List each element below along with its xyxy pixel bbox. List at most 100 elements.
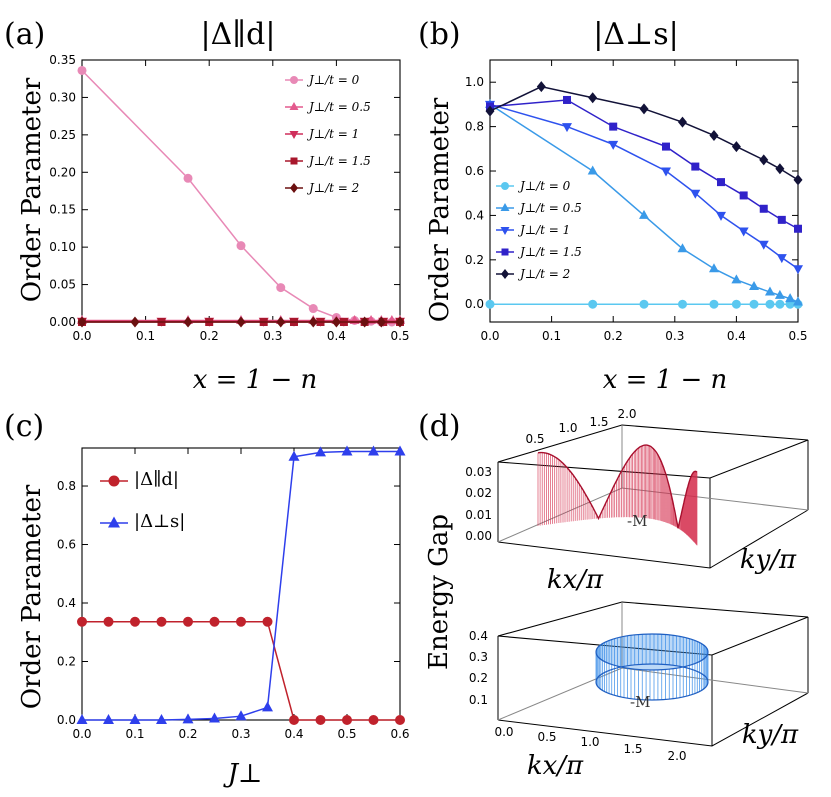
panel-label-d: (d) bbox=[418, 409, 461, 444]
panel-label-a: (a) bbox=[4, 17, 45, 52]
bottom-kx-label: kx/π bbox=[527, 751, 584, 781]
chart-c-ytick-label: 0.6 bbox=[57, 538, 76, 552]
gap-surface-top-edge bbox=[537, 444, 698, 529]
chart-c-xtick-label: 0.0 bbox=[72, 727, 91, 741]
chart-b-series-3-point bbox=[609, 122, 618, 131]
top-z-tick-1: 0.02 bbox=[465, 486, 492, 500]
chart-a-legend-1-label: J⊥/t = 0.5 bbox=[306, 100, 371, 114]
chart-a-series-0-point bbox=[308, 304, 318, 314]
chart-c-series-1-point bbox=[156, 714, 167, 724]
top-M-label: -M bbox=[627, 512, 647, 530]
bottom-z-tick-0: 0.4 bbox=[469, 629, 488, 643]
bottom-z-tick-2: 0.2 bbox=[469, 671, 488, 685]
chart-a-series-4-point bbox=[308, 316, 318, 328]
chart-b-title: |Δ⊥s| bbox=[593, 17, 679, 52]
chart-c-ytick-label: 0.8 bbox=[57, 479, 76, 493]
chart-a-ytick-label: 0.00 bbox=[49, 315, 76, 329]
chart-d: -M 0.5 1.0 1.5 2.0 0.03 0.02 0.01 0.00 k… bbox=[465, 407, 809, 781]
chart-c-xlabel: J⊥ bbox=[223, 759, 263, 789]
chart-b-ytick-label: 1.0 bbox=[465, 75, 484, 89]
chart-b-series-1-point bbox=[677, 243, 688, 253]
chart-a-legend-0-label: J⊥/t = 0 bbox=[306, 73, 360, 87]
chart-b-legend-2-label: J⊥/t = 1 bbox=[517, 223, 570, 237]
chart-b-legend-0-label: J⊥/t = 0 bbox=[517, 179, 571, 193]
chart-a-ytick-label: 0.30 bbox=[49, 90, 76, 104]
chart-a-series-0-point bbox=[276, 283, 286, 293]
chart-b-series-4-point bbox=[709, 129, 719, 141]
chart-a-legend-3-marker bbox=[290, 157, 298, 165]
chart-b-ytick-label: 0.0 bbox=[465, 297, 484, 311]
bottom-M-label: -M bbox=[630, 693, 650, 711]
chart-a-series-4-point bbox=[236, 316, 246, 328]
chart-b-series-1-point bbox=[749, 280, 760, 290]
gap-surface-bottom-hatch bbox=[595, 634, 709, 700]
chart-b-series-2-point bbox=[758, 240, 769, 250]
chart-c-legend-0-marker bbox=[108, 475, 120, 487]
chart-c-series-1-point bbox=[76, 714, 88, 724]
chart-c-series-1-point bbox=[394, 445, 406, 456]
chart-a-xtick-label: 0.0 bbox=[72, 329, 91, 343]
gap-surface-bottom-base-rim bbox=[595, 663, 709, 701]
chart-a-series-4-point bbox=[376, 316, 386, 328]
chart-b-series-0-point bbox=[639, 299, 649, 309]
chart-a-series-0-point bbox=[183, 173, 193, 183]
top-ky-label: ky/π bbox=[740, 545, 797, 575]
chart-b-xtick-label: 0.4 bbox=[727, 329, 746, 343]
panel-label-b: (b) bbox=[418, 17, 461, 52]
chart-b-series-3-line bbox=[489, 99, 799, 230]
chart-b-legend-4-label: J⊥/t = 2 bbox=[517, 267, 570, 281]
chart-b-xtick-label: 0.0 bbox=[480, 329, 499, 343]
chart-b-series-4-point bbox=[536, 81, 546, 93]
chart-b-xtick-label: 0.3 bbox=[665, 329, 684, 343]
chart-c-ytick-label: 0.4 bbox=[57, 596, 76, 610]
chart-c-legend-0-label: |Δ∥d| bbox=[134, 469, 179, 490]
chart-a-ytick-label: 0.05 bbox=[49, 278, 76, 292]
chart-b-series-3-point bbox=[717, 178, 725, 187]
chart-b-xtick-label: 0.1 bbox=[542, 329, 561, 343]
chart-c-series-0-point bbox=[368, 715, 379, 725]
chart-c-xtick-label: 0.1 bbox=[125, 727, 144, 741]
bottom-kx-tick-0: 0.0 bbox=[494, 725, 513, 739]
chart-b-legend-1-marker bbox=[500, 203, 510, 211]
chart-b-ytick-label: 0.6 bbox=[465, 164, 484, 178]
top-z-tick-3: 0.00 bbox=[465, 529, 492, 543]
chart-a-legend-4-marker bbox=[290, 183, 298, 193]
chart-b-series-1-point bbox=[774, 289, 785, 299]
chart-b: 0.0 0.1 0.2 0.3 0.4 0.5 0.0 0.2 0.4 0.6 0.8 1.0 J⊥/t… bbox=[465, 59, 808, 343]
chart-b-series-2-point bbox=[690, 189, 701, 199]
chart-b-legend-0-marker bbox=[501, 182, 509, 190]
chart-c-series-0-point bbox=[209, 616, 220, 627]
chart-c-series-1-point bbox=[103, 714, 114, 724]
chart-c-series-1-point bbox=[129, 714, 141, 724]
gap-surface-top-hatch bbox=[537, 445, 698, 546]
chart-b-series-0-point bbox=[749, 299, 759, 309]
chart-c-frame bbox=[81, 447, 401, 721]
chart-c-xtick-label: 0.6 bbox=[390, 727, 409, 741]
chart-c-series-1-point bbox=[368, 445, 379, 456]
chart-b-series-3-point bbox=[661, 142, 670, 151]
chart-a-xtick-label: 0.3 bbox=[263, 329, 282, 343]
chart-a-series-4-point bbox=[395, 316, 405, 328]
chart-b-xtick-label: 0.2 bbox=[604, 329, 623, 343]
chart-b-series-3-point bbox=[691, 162, 700, 171]
chart-a-legend-1-marker bbox=[289, 102, 299, 110]
chart-a-ylabel: Order Parameter bbox=[17, 77, 47, 302]
chart-b-xlabel: x = 1 − n bbox=[603, 365, 728, 395]
chart-c-series-1-point bbox=[209, 712, 220, 723]
gap-surface-top bbox=[537, 444, 698, 546]
chart-b-series-2-point bbox=[716, 211, 726, 221]
chart-c-xtick-label: 0.2 bbox=[178, 727, 197, 741]
chart-a-xtick-label: 0.5 bbox=[390, 329, 409, 343]
chart-b-series-0-point bbox=[731, 299, 741, 309]
chart-b-series-0-point bbox=[588, 299, 598, 309]
chart-b-series-4-point bbox=[588, 92, 598, 104]
chart-b-series-0-point bbox=[775, 299, 785, 309]
chart-b-series-2-point bbox=[608, 140, 619, 150]
chart-a-series-0-point bbox=[236, 241, 246, 251]
chart-d-ylabel: Energy Gap bbox=[424, 514, 454, 670]
chart-b-legend-1-label: J⊥/t = 0.5 bbox=[517, 201, 582, 215]
chart-c-series-1-point bbox=[315, 446, 326, 457]
chart-a-legend-2-label: J⊥/t = 1 bbox=[306, 127, 359, 141]
panel-label-c: (c) bbox=[4, 409, 44, 444]
top-z-tick-0: 0.03 bbox=[465, 465, 492, 479]
